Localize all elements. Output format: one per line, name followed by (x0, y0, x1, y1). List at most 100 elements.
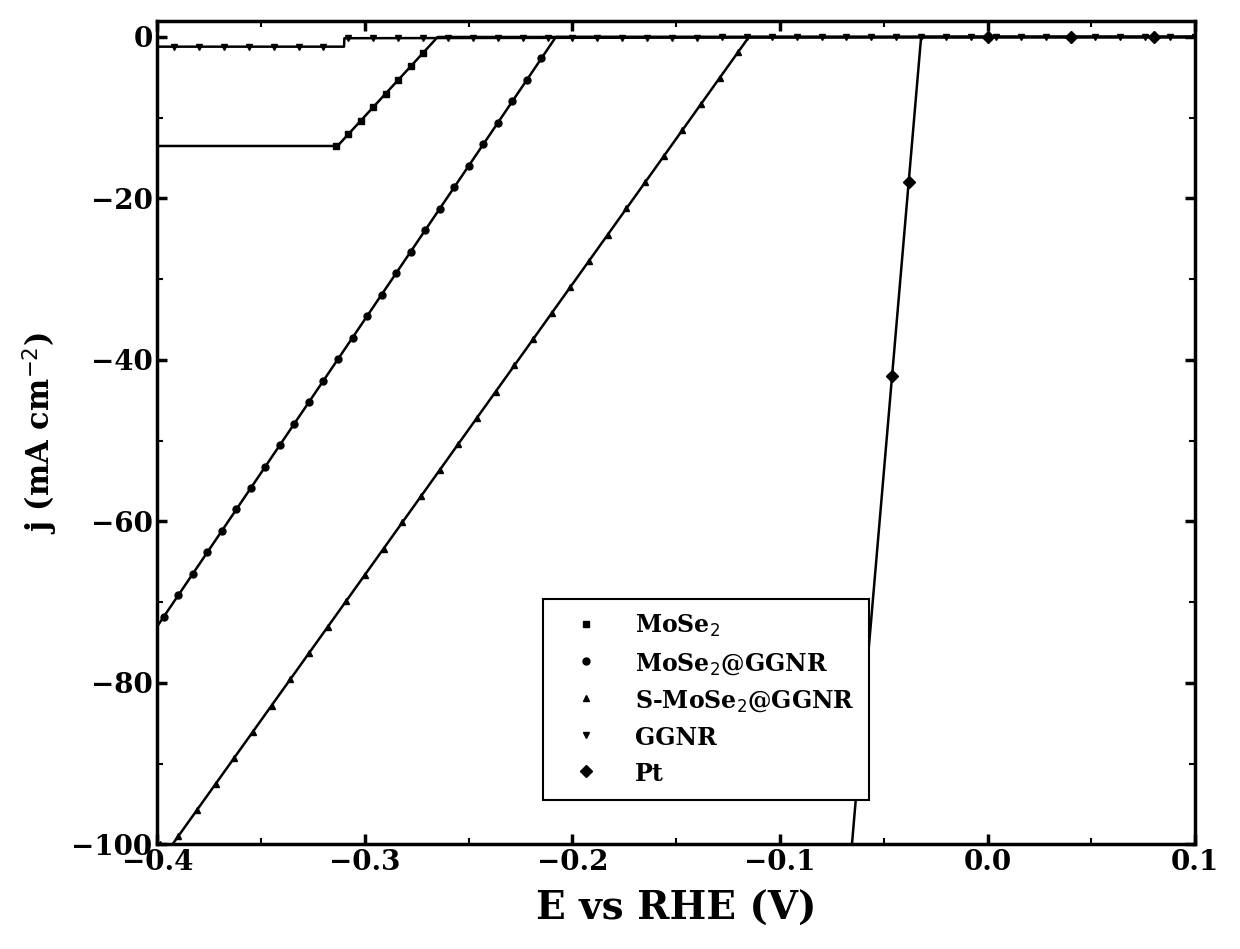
S-MoSe$_2$@GGNR (433, 464, 448, 475)
S-MoSe$_2$@GGNR (675, 124, 689, 136)
GGNR (465, 32, 480, 44)
GGNR (914, 31, 929, 43)
GGNR (1038, 31, 1053, 43)
GGNR (440, 32, 455, 44)
S-MoSe$_2$@GGNR (732, 46, 746, 57)
MoSe$_2$ (391, 74, 405, 85)
S-MoSe$_2$@GGNR (171, 830, 186, 842)
Pt (980, 31, 994, 43)
MoSe$_2$@GGNR (171, 589, 186, 601)
Pt (901, 177, 916, 188)
MoSe$_2$@GGNR (446, 181, 461, 193)
GGNR (341, 32, 356, 44)
GGNR (217, 41, 232, 52)
MoSe$_2$ (378, 88, 393, 100)
MoSe$_2$ (366, 102, 381, 113)
MoSe$_2$@GGNR (433, 203, 448, 214)
GGNR (366, 32, 381, 44)
MoSe$_2$@GGNR (403, 246, 418, 257)
GGNR (864, 31, 879, 43)
GGNR (565, 32, 580, 44)
GGNR (714, 31, 729, 43)
MoSe$_2$@GGNR (301, 397, 316, 408)
MoSe$_2$@GGNR (505, 96, 520, 107)
S-MoSe$_2$@GGNR (208, 778, 223, 790)
MoSe$_2$@GGNR (229, 504, 244, 515)
MoSe$_2$@GGNR (273, 439, 288, 451)
GGNR (516, 32, 531, 44)
MoSe$_2$ (341, 128, 356, 140)
MoSe$_2$@GGNR (418, 225, 433, 236)
GGNR (291, 41, 306, 52)
S-MoSe$_2$@GGNR (637, 177, 652, 188)
MoSe$_2$@GGNR (520, 74, 534, 85)
GGNR (1138, 31, 1153, 43)
Legend: MoSe$_2$, MoSe$_2$@GGNR, S-MoSe$_2$@GGNR, GGNR, Pt: MoSe$_2$, MoSe$_2$@GGNR, S-MoSe$_2$@GGNR… (543, 599, 869, 800)
GGNR (939, 31, 954, 43)
GGNR (615, 32, 630, 44)
GGNR (541, 32, 556, 44)
S-MoSe$_2$@GGNR (489, 386, 503, 398)
MoSe$_2$@GGNR (258, 461, 273, 473)
GGNR (1112, 31, 1127, 43)
Pt (1146, 31, 1161, 43)
MoSe$_2$@GGNR (243, 482, 258, 493)
MoSe$_2$@GGNR (316, 375, 331, 386)
S-MoSe$_2$@GGNR (656, 151, 671, 162)
S-MoSe$_2$@GGNR (283, 674, 298, 685)
S-MoSe$_2$@GGNR (339, 595, 353, 606)
MoSe$_2$@GGNR (286, 418, 301, 429)
GGNR (166, 41, 181, 52)
MoSe$_2$@GGNR (185, 568, 200, 580)
Line: Pt: Pt (859, 33, 1158, 719)
Line: S-MoSe$_2$@GGNR: S-MoSe$_2$@GGNR (156, 48, 742, 847)
GGNR (789, 31, 804, 43)
S-MoSe$_2$@GGNR (470, 412, 485, 423)
GGNR (191, 41, 206, 52)
S-MoSe$_2$@GGNR (619, 203, 634, 214)
S-MoSe$_2$@GGNR (693, 98, 708, 109)
MoSe$_2$@GGNR (360, 310, 374, 322)
MoSe$_2$ (403, 61, 418, 72)
GGNR (1188, 31, 1203, 43)
S-MoSe$_2$@GGNR (301, 647, 316, 659)
MoSe$_2$@GGNR (476, 139, 491, 150)
GGNR (590, 32, 605, 44)
MoSe$_2$ (329, 140, 343, 152)
GGNR (665, 32, 680, 44)
GGNR (490, 32, 505, 44)
S-MoSe$_2$@GGNR (414, 491, 429, 502)
S-MoSe$_2$@GGNR (264, 699, 279, 711)
S-MoSe$_2$@GGNR (544, 307, 559, 319)
S-MoSe$_2$@GGNR (376, 543, 391, 554)
S-MoSe$_2$@GGNR (526, 334, 541, 345)
MoSe$_2$@GGNR (156, 611, 171, 623)
Pt (856, 710, 870, 721)
MoSe$_2$ (415, 47, 430, 59)
GGNR (764, 31, 779, 43)
GGNR (839, 31, 854, 43)
GGNR (1087, 31, 1102, 43)
GGNR (267, 41, 281, 52)
Line: MoSe$_2$@GGNR: MoSe$_2$@GGNR (160, 55, 544, 621)
S-MoSe$_2$@GGNR (227, 753, 242, 764)
GGNR (640, 32, 655, 44)
S-MoSe$_2$@GGNR (451, 438, 466, 450)
X-axis label: E vs RHE (V): E vs RHE (V) (536, 890, 816, 928)
GGNR (689, 32, 704, 44)
S-MoSe$_2$@GGNR (507, 360, 522, 371)
Line: GGNR: GGNR (171, 33, 1199, 50)
S-MoSe$_2$@GGNR (190, 805, 205, 816)
GGNR (815, 31, 830, 43)
GGNR (988, 31, 1003, 43)
S-MoSe$_2$@GGNR (600, 229, 615, 240)
GGNR (242, 41, 257, 52)
Y-axis label: j (mA cm$^{-2}$): j (mA cm$^{-2}$) (21, 332, 61, 533)
GGNR (739, 31, 754, 43)
MoSe$_2$@GGNR (461, 160, 476, 172)
GGNR (1063, 31, 1078, 43)
MoSe$_2$@GGNR (215, 526, 229, 537)
Pt (884, 370, 899, 381)
S-MoSe$_2$@GGNR (246, 726, 260, 737)
MoSe$_2$@GGNR (345, 332, 360, 344)
